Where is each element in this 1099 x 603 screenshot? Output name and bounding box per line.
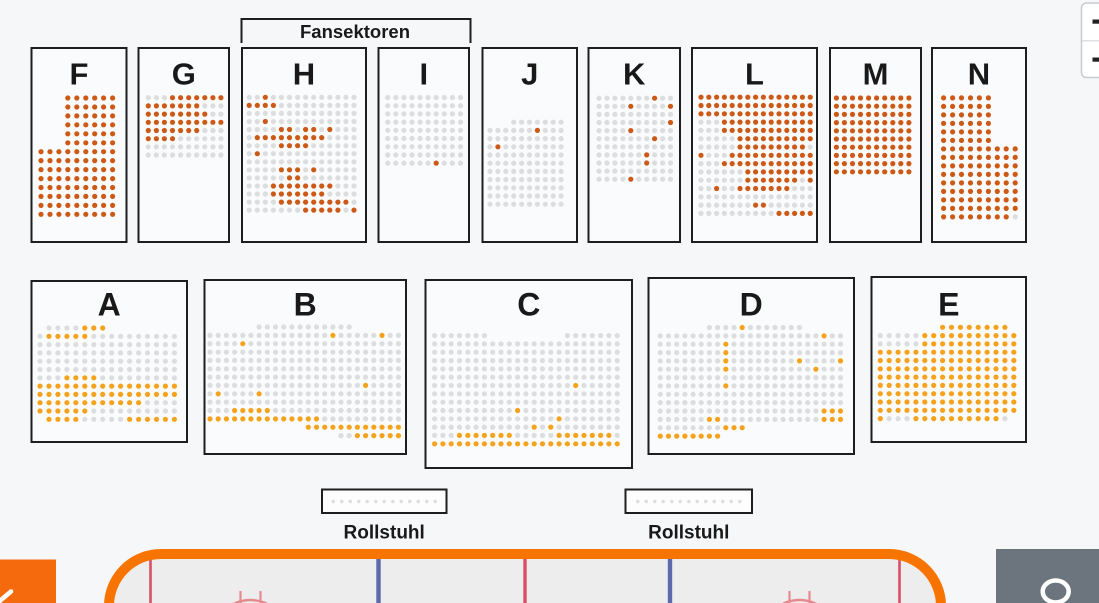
svg-text:Rollstuhl: Rollstuhl [648,523,729,544]
svg-text:N: N [968,57,990,92]
svg-text:B: B [294,287,317,323]
svg-text:L: L [745,57,764,92]
svg-text:H: H [293,57,315,92]
svg-text:M: M [863,57,889,92]
svg-text:F: F [70,57,89,92]
svg-text:E: E [938,287,959,323]
svg-text:K: K [623,57,646,92]
svg-text:D: D [740,287,763,323]
svg-text:J: J [521,57,538,92]
svg-text:Fansektoren: Fansektoren [300,21,410,42]
svg-text:Rollstuhl: Rollstuhl [344,523,425,544]
svg-text:C: C [517,287,540,323]
svg-text:G: G [172,57,196,92]
svg-text:A: A [98,287,121,323]
svg-text:I: I [419,57,428,92]
